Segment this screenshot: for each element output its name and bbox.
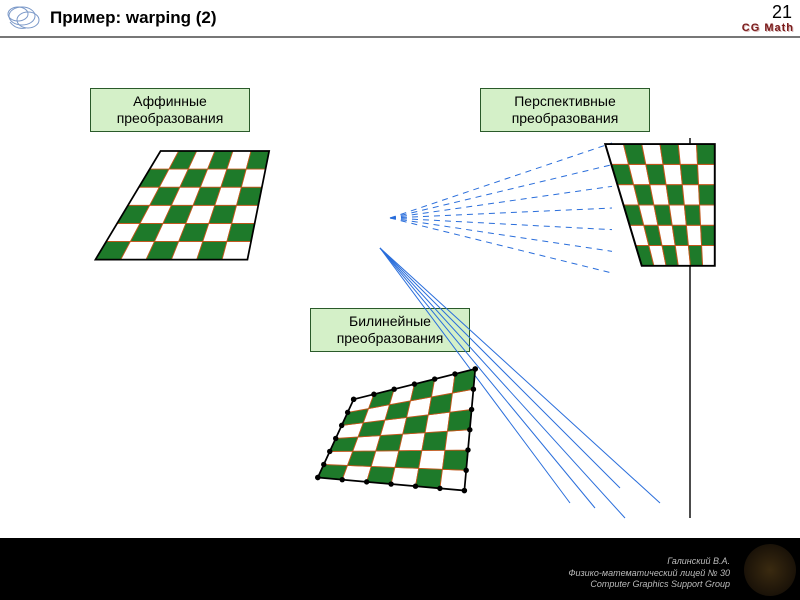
bilinear-diagram (295, 358, 485, 508)
slide-header: Пример: warping (2) 21 CG Math (0, 0, 800, 38)
footer-credits: Галинский В.А. Физико-математический лиц… (568, 556, 730, 590)
brand-label: CG Math (742, 22, 794, 34)
footer-line: Физико-математический лицей № 30 (568, 568, 730, 578)
label-text: преобразования (117, 110, 224, 126)
footer-line: Галинский В.А. (667, 556, 730, 566)
perspective-diagram (590, 138, 730, 278)
label-affine: Аффинные преобразования (90, 88, 250, 132)
slide-content: Аффинные преобразования Перспективные пр… (0, 38, 800, 538)
header-logo-icon (4, 2, 44, 34)
affine-diagram (90, 143, 280, 273)
label-text: Перспективные (514, 93, 616, 109)
label-text: Аффинные (133, 93, 207, 109)
slide-footer: Галинский В.А. Физико-математический лиц… (0, 538, 800, 600)
footer-logo-icon (744, 544, 796, 596)
footer-line: Computer Graphics Support Group (590, 579, 730, 589)
slide-title: Пример: warping (2) (50, 8, 217, 28)
page-number: 21 (772, 2, 792, 23)
